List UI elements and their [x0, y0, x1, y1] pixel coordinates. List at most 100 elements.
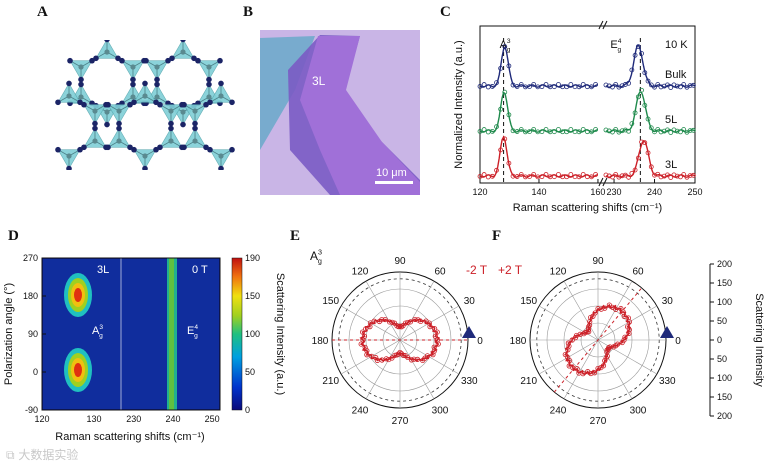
spectrum-point: [481, 172, 487, 177]
spectrum-point: [652, 129, 657, 135]
polar-data-point: [595, 306, 601, 312]
lattice-atom: [104, 121, 110, 128]
lattice-atom: [218, 80, 224, 87]
series-label: 3L: [665, 159, 677, 171]
polar-data-point: [600, 363, 607, 369]
spectrum-point: [639, 139, 644, 145]
spectrum-point: [648, 125, 654, 131]
polar-angle-label: 90: [592, 256, 604, 267]
spectrum-point: [527, 174, 532, 180]
colorbar-tick-label: 50: [245, 367, 255, 377]
lattice-atom: [203, 144, 209, 151]
spectrum-point: [494, 80, 499, 86]
lattice-center-atom: [206, 94, 212, 100]
spectrum-point: [593, 127, 598, 132]
flake-label: 3L: [312, 74, 326, 88]
spectrum-point: [603, 82, 609, 88]
radial-axis-label: Scattering Intensity: [753, 293, 765, 387]
polar-data-point: [618, 305, 624, 312]
spectrum-point: [506, 112, 512, 118]
spectrum-point: [635, 44, 641, 50]
polar-angle-label: 270: [392, 416, 409, 427]
spectrum-point: [580, 127, 586, 132]
spectrum-point: [489, 128, 495, 134]
y-tick-label: 90: [28, 329, 38, 339]
spectrum-line-right: [605, 140, 695, 178]
spectrum-point: [648, 82, 654, 88]
spectrum-point: [635, 155, 641, 161]
polar-data-point: [397, 349, 403, 356]
polar-data-point: [587, 318, 593, 325]
lattice-atom: [180, 40, 186, 43]
lattice-center-atom: [92, 138, 98, 144]
spectrum-point: [687, 128, 693, 133]
mode-label: A3 g: [310, 248, 322, 266]
panel-label-b: B: [243, 4, 254, 20]
spectrum-point: [539, 129, 545, 135]
polar-angle-label: 150: [322, 296, 339, 307]
x-tick-label: 160: [590, 187, 605, 197]
spectrum-point: [678, 174, 683, 180]
polar-angle-label: 120: [550, 267, 567, 278]
spectrum-point: [629, 121, 635, 127]
polar-data-point: [598, 306, 604, 312]
spectrum-point: [539, 174, 545, 180]
spectrum-point: [518, 82, 524, 87]
lattice-center-atom: [104, 109, 110, 115]
polar-data-point: [604, 353, 610, 359]
spectrum-point: [502, 136, 508, 142]
spectrum-point: [494, 167, 499, 173]
lattice-atom: [55, 146, 61, 153]
lattice-atom: [168, 125, 174, 132]
spectrum-point: [610, 129, 615, 135]
lattice-atom: [67, 57, 73, 64]
colorbar-tick-label: 0: [245, 405, 250, 415]
lattice-atom: [104, 40, 110, 43]
lattice-center-atom: [66, 93, 72, 99]
spectrum-point: [668, 130, 674, 135]
lattice-atom: [192, 125, 198, 132]
radial-tick-label: 0: [717, 335, 722, 345]
spectrum-point: [648, 164, 654, 170]
polar-spoke: [563, 339, 599, 400]
spectrum-point: [527, 129, 532, 135]
polar-angle-label: 210: [322, 376, 339, 387]
polar-data-point: [367, 324, 373, 330]
polar-data-point: [360, 337, 366, 343]
spectrum-point: [576, 84, 582, 90]
spectrum-point: [687, 173, 693, 178]
x-tick-label: 230: [607, 187, 622, 197]
radial-tick-label: 200: [717, 259, 732, 269]
x-axis-label: Raman scattering shifts (cm⁻¹): [55, 431, 204, 443]
panel-label-d: D: [8, 228, 19, 244]
polar-angle-label: 0: [675, 336, 681, 347]
lattice-center-atom: [168, 138, 174, 144]
lattice-center-atom: [130, 94, 136, 100]
polar-data-point: [427, 324, 433, 330]
lattice-atom: [181, 101, 187, 108]
colorbar-tick-label: 190: [245, 253, 260, 263]
spectrum-point: [603, 127, 609, 133]
spectrum-point: [674, 173, 680, 179]
spectrum-point: [527, 84, 532, 90]
spectrum-point: [658, 174, 664, 180]
polar-data-point: [574, 366, 580, 372]
lattice-atom: [207, 99, 213, 106]
polar-data-point: [435, 341, 441, 347]
spectrum-point: [477, 129, 483, 134]
spectrum-point: [678, 129, 683, 135]
heatmap-hotspot-lower: [74, 363, 82, 377]
spectrum-point: [502, 89, 508, 95]
lattice-center-atom: [66, 153, 72, 159]
radial-tick-label: 50: [717, 316, 727, 326]
spectrum-point: [642, 70, 648, 76]
x-axis-label: Raman scattering shifts (cm⁻¹): [513, 202, 662, 214]
polar-angle-label: 30: [464, 296, 476, 307]
spectrum-line-left: [479, 45, 598, 88]
polar-data-point: [431, 348, 437, 354]
spectrum-point: [506, 160, 512, 166]
panel-label-a: A: [37, 4, 48, 20]
lattice-atom: [169, 55, 175, 62]
spectrum-point: [655, 82, 661, 87]
